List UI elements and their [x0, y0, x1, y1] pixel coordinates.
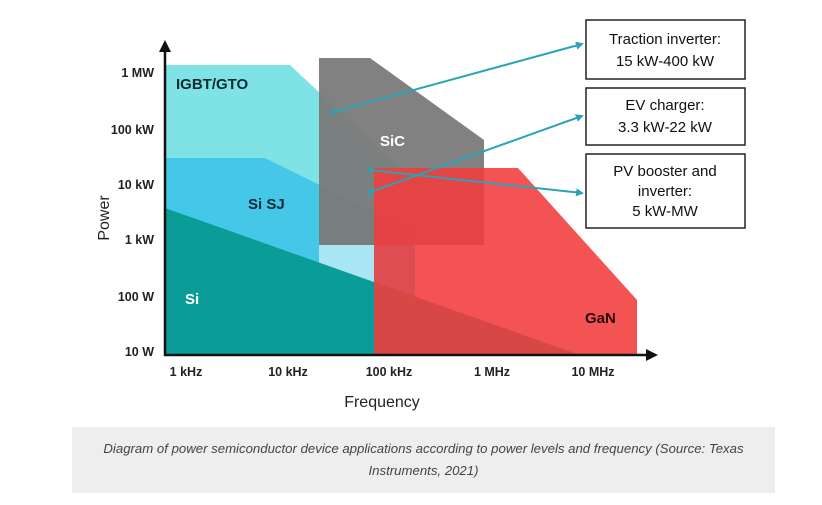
y-axis-arrowhead	[159, 40, 171, 52]
region-label-sisj: Si SJ	[248, 196, 285, 213]
region-gan	[374, 168, 637, 355]
x-tick-label: 100 kHz	[366, 365, 413, 379]
caption-box: Diagram of power semiconductor device ap…	[72, 427, 775, 493]
callout-line: Traction inverter:	[609, 31, 721, 48]
callout-arrow-ev	[369, 114, 584, 193]
callout-arrow-origin	[367, 167, 373, 173]
callout-arrow-pv	[369, 169, 584, 197]
callout-line: PV booster and	[613, 163, 716, 180]
figure-caption: Diagram of power semiconductor device ap…	[103, 441, 744, 478]
y-axis-title: Power	[96, 195, 113, 241]
x-tick-label: 10 kHz	[268, 365, 308, 379]
x-tick-label: 1 kHz	[170, 365, 203, 379]
y-tick-label: 100 W	[118, 290, 154, 304]
x-axis-title: Frequency	[344, 394, 420, 411]
callout-line: 3.3 kW-22 kW	[618, 119, 713, 136]
callout-line: 15 kW-400 kW	[616, 53, 715, 70]
region-label-si: Si	[185, 291, 199, 308]
region-label-sic: SiC	[380, 133, 405, 150]
region-label-gan: GaN	[585, 310, 616, 327]
callout-ev-charger: EV charger: 3.3 kW-22 kW	[585, 87, 746, 146]
callout-line: 5 kW-MW	[632, 203, 698, 220]
y-tick-label: 10 kW	[118, 178, 154, 192]
callout-line: inverter:	[638, 183, 692, 200]
x-tick-label: 1 MHz	[474, 365, 510, 379]
callout-traction-inverter: Traction inverter: 15 kW-400 kW	[585, 19, 746, 80]
region-label-igbt: IGBT/GTO	[176, 76, 249, 93]
callout-line: EV charger:	[625, 97, 704, 114]
y-tick-label: 10 W	[125, 345, 154, 359]
x-tick-label: 10 MHz	[571, 365, 614, 379]
y-tick-label: 1 MW	[121, 66, 154, 80]
y-tick-label: 1 kW	[125, 233, 154, 247]
callout-arrow-origin	[367, 189, 373, 195]
callout-arrow-origin	[330, 109, 336, 115]
callout-arrow-traction	[332, 41, 584, 113]
callout-pv-booster: PV booster and inverter: 5 kW-MW	[585, 153, 746, 229]
y-tick-label: 100 kW	[111, 123, 154, 137]
power-frequency-diagram: 10 W 100 W 1 kW 10 kW 100 kW 1 MW 1 kHz …	[96, 19, 746, 411]
x-axis-arrowhead	[646, 349, 658, 361]
